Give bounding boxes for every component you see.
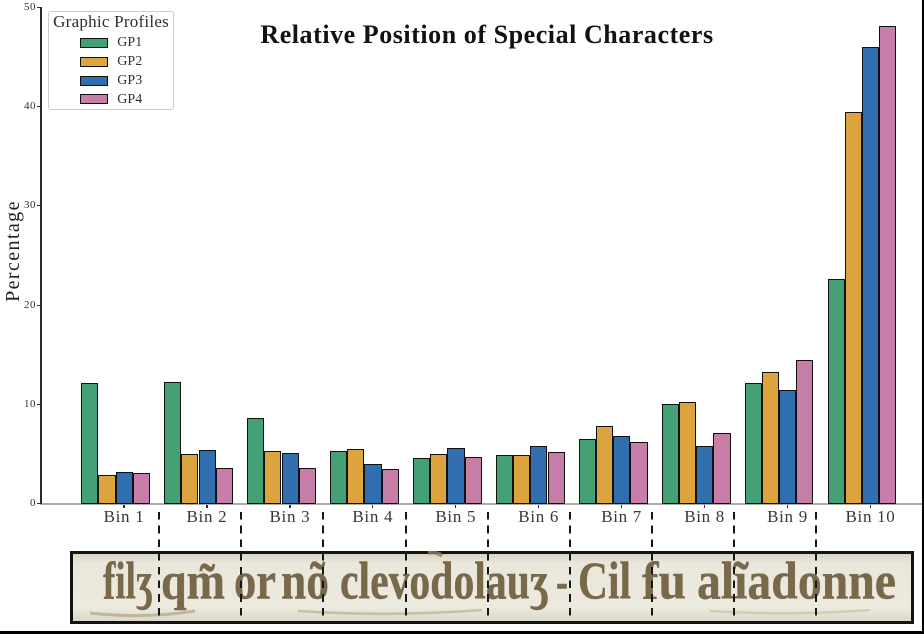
svg-text:Cil: Cil bbox=[578, 553, 631, 611]
svg-text:-: - bbox=[556, 553, 568, 611]
svg-text:alĩadonne: alĩadonne bbox=[697, 553, 896, 611]
svg-text:nõ: nõ bbox=[281, 553, 329, 611]
svg-text:clevodolauʒ: clevodolauʒ bbox=[340, 553, 549, 611]
svg-text:fu: fu bbox=[642, 553, 686, 611]
svg-text:qm̃: qm̃ bbox=[161, 553, 225, 611]
svg-text:filʒ: filʒ bbox=[103, 553, 153, 611]
